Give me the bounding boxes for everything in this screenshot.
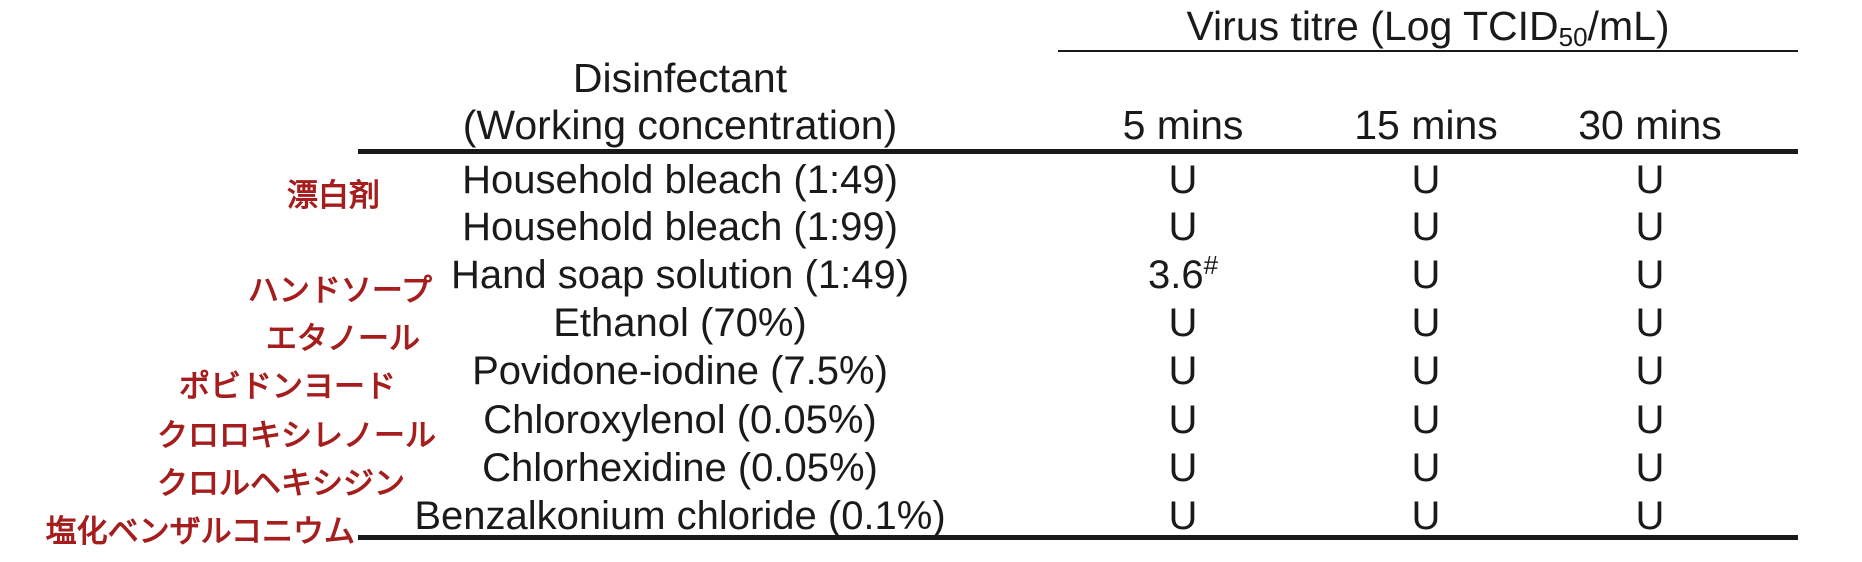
disinfectant-name: Chlorhexidine (0.05%) xyxy=(482,446,878,490)
titre-value: U xyxy=(1168,349,1198,393)
titre-cell-5min: U xyxy=(1083,156,1283,204)
titre-value: U xyxy=(1635,158,1665,202)
titre-value: U xyxy=(1411,446,1441,490)
titre-value: U xyxy=(1168,398,1198,442)
disinfectant-name: Benzalkonium chloride (0.1%) xyxy=(414,494,946,538)
japanese-label: エタノール xyxy=(265,321,420,356)
titre-value: U xyxy=(1168,301,1198,345)
virus-titre-underline xyxy=(1058,50,1798,52)
titre-cell-30min: U xyxy=(1550,492,1750,540)
titre-cell-30min: U xyxy=(1550,299,1750,347)
disinfectant-name: Hand soap solution (1:49) xyxy=(450,253,910,297)
titre-value: U xyxy=(1635,494,1665,538)
titre-value: U xyxy=(1411,253,1441,297)
time-header-5: 5 mins xyxy=(1122,102,1244,148)
virus-titre-suffix: /mL) xyxy=(1587,3,1670,49)
titre-value: U xyxy=(1635,398,1665,442)
disinfectant-name: Household bleach (1:99) xyxy=(462,205,898,249)
titre-value: U xyxy=(1635,205,1665,249)
titre-cell-15min: U xyxy=(1326,203,1526,251)
titre-cell-5min: U xyxy=(1083,347,1283,395)
titre-value: U xyxy=(1168,446,1198,490)
titre-value: U xyxy=(1635,349,1665,393)
titre-value: U xyxy=(1411,158,1441,202)
header-rule xyxy=(358,149,1798,154)
titre-cell-15min: U xyxy=(1326,299,1526,347)
disinfectant-header-line2: (Working concentration) xyxy=(462,102,898,148)
titre-cell-15min: U xyxy=(1326,347,1526,395)
titre-cell-15min: U xyxy=(1326,492,1526,540)
titre-cell-5min: U xyxy=(1083,299,1283,347)
titre-cell-5min: U xyxy=(1083,203,1283,251)
japanese-label: ハンドソープ xyxy=(247,273,432,308)
bottom-rule xyxy=(358,535,1798,540)
titre-value: U xyxy=(1411,398,1441,442)
titre-cell-30min: U xyxy=(1550,251,1750,299)
virus-titre-subscript: 50 xyxy=(1558,22,1588,52)
japanese-label: クロロキシレノール xyxy=(157,418,436,453)
japanese-label: 漂白剤 xyxy=(287,178,380,213)
japanese-label: 塩化ベンザルコニウム xyxy=(45,514,355,549)
titre-cell-30min: U xyxy=(1550,203,1750,251)
titre-cell-5min: 3.6# xyxy=(1083,251,1283,299)
titre-value: U xyxy=(1168,158,1198,202)
titre-cell-15min: U xyxy=(1326,251,1526,299)
titre-cell-5min: U xyxy=(1083,444,1283,492)
titre-value: U xyxy=(1411,301,1441,345)
japanese-label: ポビドンヨード xyxy=(179,369,396,404)
titre-value: U xyxy=(1635,253,1665,297)
disinfectant-name: Ethanol (70%) xyxy=(553,301,807,345)
titre-cell-30min: U xyxy=(1550,347,1750,395)
titre-cell-30min: U xyxy=(1550,156,1750,204)
disinfectant-header-line1: Disinfectant xyxy=(572,55,788,101)
titre-value: U xyxy=(1635,446,1665,490)
titre-cell-5min: U xyxy=(1083,492,1283,540)
titre-cell-30min: U xyxy=(1550,444,1750,492)
titre-cell-30min: U xyxy=(1550,396,1750,444)
virus-titre-prefix: Virus titre (Log TCID xyxy=(1186,3,1559,49)
footnote-mark: # xyxy=(1203,250,1219,280)
titre-value: U xyxy=(1168,205,1198,249)
titre-cell-15min: U xyxy=(1326,444,1526,492)
japanese-label: クロルヘキシジン xyxy=(157,466,405,501)
titre-value: 3.6 xyxy=(1147,253,1204,297)
disinfectant-name: Household bleach (1:49) xyxy=(462,158,898,202)
titre-value: U xyxy=(1411,349,1441,393)
disinfectant-name: Chloroxylenol (0.05%) xyxy=(483,398,877,442)
disinfectant-name: Povidone-iodine (7.5%) xyxy=(472,349,888,393)
time-header-30: 30 mins xyxy=(1578,102,1722,148)
titre-value: U xyxy=(1411,205,1441,249)
time-header-15: 15 mins xyxy=(1354,102,1498,148)
titre-cell-15min: U xyxy=(1326,156,1526,204)
titre-cell-15min: U xyxy=(1326,396,1526,444)
titre-value: U xyxy=(1411,494,1441,538)
titre-cell-5min: U xyxy=(1083,396,1283,444)
titre-value: U xyxy=(1635,301,1665,345)
virus-titre-header: Virus titre (Log TCID50/mL) xyxy=(1058,2,1798,50)
titre-value: U xyxy=(1168,494,1198,538)
